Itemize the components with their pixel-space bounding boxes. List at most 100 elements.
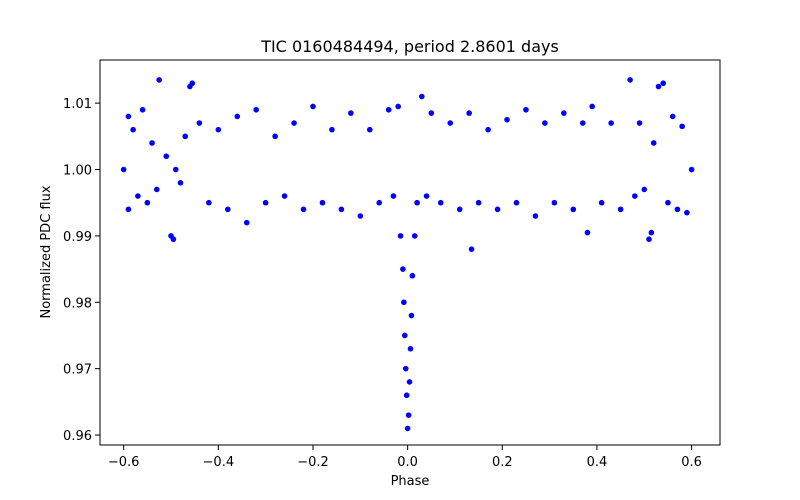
data-point: [447, 120, 454, 126]
data-point: [542, 120, 548, 126]
data-point: [494, 206, 501, 213]
data-point: [272, 133, 278, 140]
data-point: [366, 126, 373, 133]
data-point: [400, 266, 406, 272]
data-point: [182, 133, 188, 140]
data-point: [584, 229, 591, 236]
data-point: [456, 206, 463, 213]
data-point: [409, 272, 416, 279]
data-point: [406, 379, 413, 385]
data-point: [532, 213, 539, 219]
data-point: [636, 120, 643, 126]
data-point: [419, 93, 425, 100]
data-point: [348, 110, 354, 116]
data-point: [310, 103, 316, 110]
data-point: [513, 199, 520, 206]
data-point: [253, 106, 259, 113]
data-point: [411, 233, 418, 239]
data-point: [551, 199, 558, 206]
data-point: [262, 199, 269, 206]
data-point: [402, 365, 409, 372]
data-point: [589, 103, 596, 110]
x-axis-ticks: −0.6 −0.4 −0.2 0.0 0.2 0.4 0.6: [108, 445, 702, 470]
data-point: [206, 199, 212, 206]
data-point: [650, 140, 657, 146]
data-point: [404, 425, 411, 432]
data-point: [215, 126, 222, 133]
data-point: [598, 199, 605, 206]
y-axis-ticks: 0.96 0.97 0.98 0.99 1.00 1.01: [63, 97, 100, 444]
data-point: [428, 110, 435, 116]
data-point: [120, 166, 127, 173]
data-point: [579, 120, 586, 126]
data-point: [655, 83, 662, 90]
data-point: [632, 193, 638, 199]
data-point: [423, 193, 430, 199]
data-point: [177, 180, 184, 186]
data-point: [139, 106, 146, 113]
data-point: [475, 199, 482, 206]
data-point: [224, 206, 231, 213]
data-point: [281, 193, 288, 199]
data-point: [243, 219, 250, 226]
data-point: [149, 140, 155, 146]
data-point: [403, 392, 410, 399]
x-tick-label: −0.2: [297, 455, 329, 470]
data-point: [125, 206, 132, 213]
data-point: [401, 332, 408, 339]
data-point: [291, 120, 297, 126]
data-point: [660, 80, 667, 87]
data-point: [669, 113, 676, 120]
chart-title: TIC 0160484494, period 2.8601 days: [260, 37, 559, 56]
x-tick-label: 0.6: [681, 455, 702, 470]
y-tick-label: 1.01: [63, 97, 92, 112]
data-point: [674, 206, 681, 213]
data-point: [163, 153, 170, 160]
data-point: [390, 193, 397, 199]
data-point: [641, 186, 648, 193]
x-tick-label: 0.2: [492, 455, 513, 470]
data-point: [665, 199, 671, 206]
data-point: [170, 236, 177, 243]
y-tick-label: 0.97: [63, 363, 92, 378]
data-point: [485, 126, 491, 133]
data-point: [319, 199, 326, 206]
data-point: [679, 123, 685, 130]
x-tick-label: −0.6: [108, 455, 140, 470]
data-point: [401, 299, 407, 306]
data-point: [466, 110, 472, 116]
data-point: [135, 193, 141, 199]
data-point: [130, 126, 136, 133]
data-point: [561, 110, 567, 116]
data-point: [397, 233, 404, 239]
data-point: [684, 209, 690, 216]
data-point: [504, 116, 510, 123]
data-point: [189, 80, 196, 87]
data-point: [125, 113, 132, 120]
data-point: [468, 246, 475, 252]
data-point: [234, 113, 241, 120]
data-point: [329, 126, 335, 133]
data-point: [405, 412, 412, 418]
data-point: [407, 345, 414, 352]
data-point: [414, 199, 420, 206]
y-tick-label: 0.98: [63, 296, 92, 311]
data-point: [156, 77, 162, 83]
data-point: [385, 106, 392, 113]
data-point: [144, 199, 151, 206]
x-tick-label: 0.0: [397, 455, 418, 470]
data-point: [300, 206, 307, 213]
x-tick-label: −0.4: [203, 455, 235, 470]
data-point: [648, 229, 655, 236]
data-point: [688, 166, 695, 173]
data-point: [153, 186, 160, 193]
data-point: [357, 213, 364, 219]
data-point: [338, 206, 345, 213]
y-tick-label: 0.96: [63, 429, 92, 444]
x-axis-label: Phase: [391, 474, 430, 489]
plot-area-frame: [99, 59, 721, 446]
data-point: [627, 77, 633, 83]
data-point: [523, 106, 529, 113]
data-point: [172, 166, 179, 173]
